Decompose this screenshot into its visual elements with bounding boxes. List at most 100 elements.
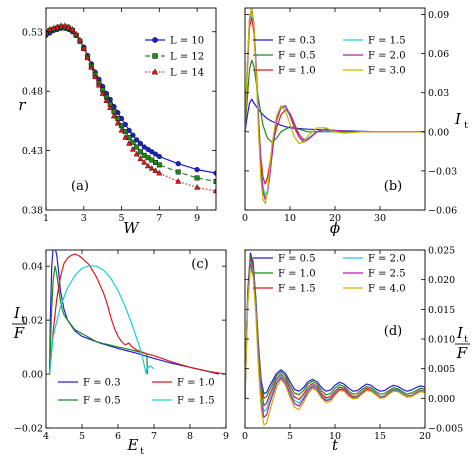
fraction-numerator-sub: t (464, 334, 468, 345)
data-point (69, 25, 76, 32)
legend-label: F = 2.5 (368, 269, 406, 280)
data-point (103, 97, 110, 103)
legend-marker (151, 68, 159, 75)
data-point (156, 169, 163, 176)
series-line-f1.0 (49, 253, 226, 375)
fraction-numerator: I (13, 304, 21, 322)
data-point (137, 140, 144, 147)
legend-a: L = 10 L = 12 L = 14 (145, 36, 204, 79)
data-point (144, 162, 152, 169)
y-tick-label: 0.02 (22, 316, 43, 327)
series-line-f0.5 (245, 252, 425, 399)
x-tick-label: 20 (329, 213, 341, 224)
y-tick-label: 0.025 (428, 246, 455, 257)
series-line-f1.5 (49, 265, 155, 375)
fraction-denominator: F (456, 344, 468, 362)
y-tick-label: 0.010 (428, 335, 455, 346)
panel-d: 0 5 10 15 20−0.005 0.000 0.005 0.010 0.015 0.020 0… (242, 246, 463, 443)
x-tick-label: 8 (187, 431, 193, 442)
legend-marker (152, 37, 158, 43)
series-line-f3.0 (245, 8, 425, 205)
legend-label: L = 10 (170, 36, 204, 47)
y-tick-label: 0.38 (22, 206, 43, 217)
x-tick-label: 9 (223, 431, 229, 442)
data-point (152, 167, 159, 173)
y-tick-label: 0.03 (428, 88, 449, 99)
y-tick-label: 0.005 (428, 364, 455, 375)
y-axis-label-sub: t (464, 120, 468, 131)
data-point (110, 112, 118, 119)
legend-label: F = 4.0 (368, 284, 406, 295)
legend-label: F = 1.5 (278, 284, 316, 295)
x-tick-label: 15 (374, 431, 386, 442)
series-line-f1.0 (245, 255, 425, 399)
legend-label: F = 3.0 (368, 66, 406, 77)
data-point (145, 146, 151, 153)
data-point (126, 140, 133, 146)
plot-area (49, 250, 226, 375)
data-point (175, 161, 181, 167)
x-tick-label: 1 (43, 213, 49, 224)
panel-label: (d) (384, 324, 402, 339)
legend-c: F = 0.3 F = 0.5 F = 1.0 F = 1.5 (58, 378, 215, 407)
data-point (152, 151, 159, 157)
series-line-f4.0 (245, 267, 425, 426)
panel-a: 1 3 5 7 9 0.38 0.43 0.48 0.53 (a) (22, 7, 217, 224)
data-point (129, 145, 136, 152)
plot-area (46, 22, 216, 194)
y-tick-label: 0.43 (22, 146, 43, 157)
x-axis-label: W (123, 219, 140, 237)
data-point (99, 90, 106, 96)
x-tick-label: 10 (284, 213, 296, 224)
data-point (137, 155, 144, 162)
data-point (95, 81, 102, 88)
y-tick-label: 0.015 (428, 305, 455, 316)
y-axis-label: I (454, 110, 462, 128)
data-point (61, 22, 68, 29)
legend-label: L = 14 (170, 68, 204, 79)
fraction-denominator: F (13, 324, 25, 342)
x-tick-label: 0 (242, 213, 248, 224)
axes-frame (45, 7, 217, 211)
data-point (156, 162, 162, 168)
fraction-numerator: I (456, 324, 464, 342)
x-tick-label: 3 (81, 213, 87, 224)
y-tick-label: 0.53 (22, 27, 43, 38)
legend-label: F = 0.3 (278, 36, 316, 47)
data-point (175, 178, 182, 184)
data-point (84, 54, 91, 61)
data-point (175, 169, 181, 175)
series-line-f0.3 (245, 98, 425, 133)
x-axis-label: t (332, 436, 339, 454)
legend-label: F = 0.3 (83, 378, 121, 389)
legend-label: F = 0.5 (278, 51, 316, 62)
data-point (212, 187, 216, 194)
y-tick-label: 0.48 (22, 87, 43, 98)
panel-label: (c) (191, 257, 208, 272)
y-tick-label: −0.02 (14, 424, 43, 435)
legend-label: F = 1.0 (278, 66, 316, 77)
data-point (134, 144, 140, 150)
data-point (65, 23, 72, 30)
legend-b: F = 0.3 F = 0.5 F = 1.0 F = 1.5 F = 2.0 F = 3… (253, 36, 406, 77)
data-point (133, 150, 140, 157)
panel-b: 0 10 20 30 −0.06 −0.03 0.00 0.03 0.06 0.09 (b) (242, 7, 457, 224)
data-point (194, 184, 201, 190)
x-tick-label: 9 (194, 213, 200, 224)
x-tick-label: 10 (329, 431, 341, 442)
panel-c: 4 5 6 7 8 9 −0.02 0.00 0.02 0.04 (c) (14, 249, 229, 442)
data-point (73, 30, 80, 37)
data-point (130, 139, 136, 145)
legend-label: F = 2.0 (368, 254, 406, 265)
data-point (118, 126, 125, 133)
data-point (92, 73, 99, 80)
legend-label: F = 2.0 (368, 51, 406, 62)
x-tick-label: 7 (151, 431, 157, 442)
legend-d: F = 0.5 F = 1.0 F = 1.5 F = 2.0 F = 2.5 F = 4… (253, 254, 406, 295)
y-axis-label: r (18, 96, 26, 114)
fraction-numerator-sub: t (21, 314, 25, 325)
